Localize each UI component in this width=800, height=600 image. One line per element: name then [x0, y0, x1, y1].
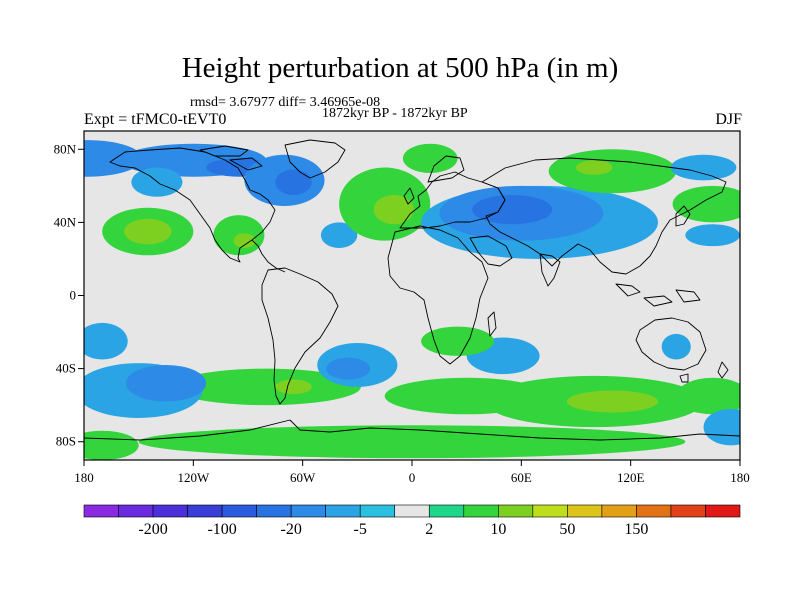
colorbar-swatch: [636, 504, 672, 518]
anomaly-region: [548, 149, 677, 194]
period-line: 1872kyr BP - 1872kyr BP: [322, 106, 468, 121]
map-title: Height perturbation at 500 hPa (in m): [181, 52, 619, 84]
anomaly-region: [275, 379, 312, 395]
colorbar-swatch: [187, 504, 223, 518]
anomaly-region: [676, 377, 740, 415]
anomaly-fields: [84, 140, 740, 460]
lon-tick-label: 60E: [511, 470, 532, 485]
anomaly-region: [171, 368, 361, 406]
anomaly-region: [138, 425, 686, 459]
colorbar-swatch: [359, 504, 396, 518]
colorbar-swatch: [256, 504, 292, 518]
anomaly-region: [125, 364, 207, 402]
anomaly-region: [373, 194, 414, 225]
colorbar-swatch: [498, 504, 534, 518]
stats-line: rmsd= 3.67977 diff= 3.46965e-08: [190, 95, 381, 110]
colorbar-swatch: [601, 504, 637, 518]
colorbar-swatch: [670, 504, 706, 518]
colorbar-swatch: [532, 504, 568, 518]
colorbar-label: -200: [138, 521, 167, 538]
anomaly-region: [670, 154, 737, 181]
colorbar: -200 -100 -20 -5 2 10 50 150: [83, 504, 741, 538]
lon-tick-label: 60W: [290, 470, 316, 485]
season-label: DJF: [715, 111, 742, 128]
anomaly-region: [576, 160, 613, 175]
anomaly-region: [661, 333, 691, 360]
anomaly-region: [124, 218, 172, 245]
anomaly-region: [84, 430, 139, 460]
colorbar-swatch: [567, 504, 603, 518]
anomaly-region: [84, 322, 128, 360]
colorbar-label: 150: [624, 521, 648, 538]
map-axes: 80N 40N 0 40S 80S 180 120W 60W 0 60E 120E 180: [54, 141, 750, 485]
anomaly-region: [84, 140, 143, 177]
lat-tick-label: 80N: [54, 141, 77, 156]
colorbar-label: 50: [559, 521, 575, 538]
anomaly-region: [131, 167, 183, 197]
anomaly-region: [685, 224, 740, 247]
anomaly-region: [472, 194, 553, 225]
lat-tick-label: 80S: [56, 434, 76, 449]
colorbar-label: 10: [490, 521, 506, 538]
colorbar-label: -20: [280, 521, 301, 538]
colorbar-label: 2: [425, 521, 433, 538]
colorbar-swatch: [118, 504, 154, 518]
colorbar-swatch: [428, 504, 465, 518]
anomaly-region: [566, 390, 658, 413]
colorbar-swatch: [394, 504, 430, 518]
colorbar-label: -100: [207, 521, 236, 538]
colorbar-swatch: [83, 504, 119, 518]
anomaly-region: [672, 185, 740, 223]
colorbar-swatch: [463, 504, 499, 518]
colorbar-swatch: [290, 504, 326, 518]
lon-tick-label: 120W: [177, 470, 210, 485]
anomaly-region: [326, 357, 371, 380]
colorbar-swatch: [221, 504, 257, 518]
anomaly-region: [275, 169, 312, 195]
lat-tick-label: 0: [70, 288, 77, 303]
lat-tick-label: 40N: [54, 214, 77, 229]
colorbar-swatch: [152, 504, 188, 518]
anomaly-region: [703, 408, 740, 446]
anomaly-region: [421, 326, 494, 356]
experiment-label: Expt = tFMC0-tEVT0: [84, 111, 227, 128]
lon-tick-label: 180: [74, 470, 94, 485]
lon-tick-label: 180: [730, 470, 750, 485]
lat-tick-label: 40S: [56, 361, 76, 376]
colorbar-swatch: [325, 504, 361, 518]
lon-tick-label: 0: [409, 470, 416, 485]
coastlines: [84, 139, 740, 441]
colorbar-label: -5: [354, 521, 367, 538]
anomaly-region: [320, 222, 358, 248]
anomaly-region: [402, 143, 458, 174]
colorbar-swatch: [705, 504, 741, 518]
anomaly-region: [233, 233, 256, 248]
lon-tick-label: 120E: [617, 470, 645, 485]
